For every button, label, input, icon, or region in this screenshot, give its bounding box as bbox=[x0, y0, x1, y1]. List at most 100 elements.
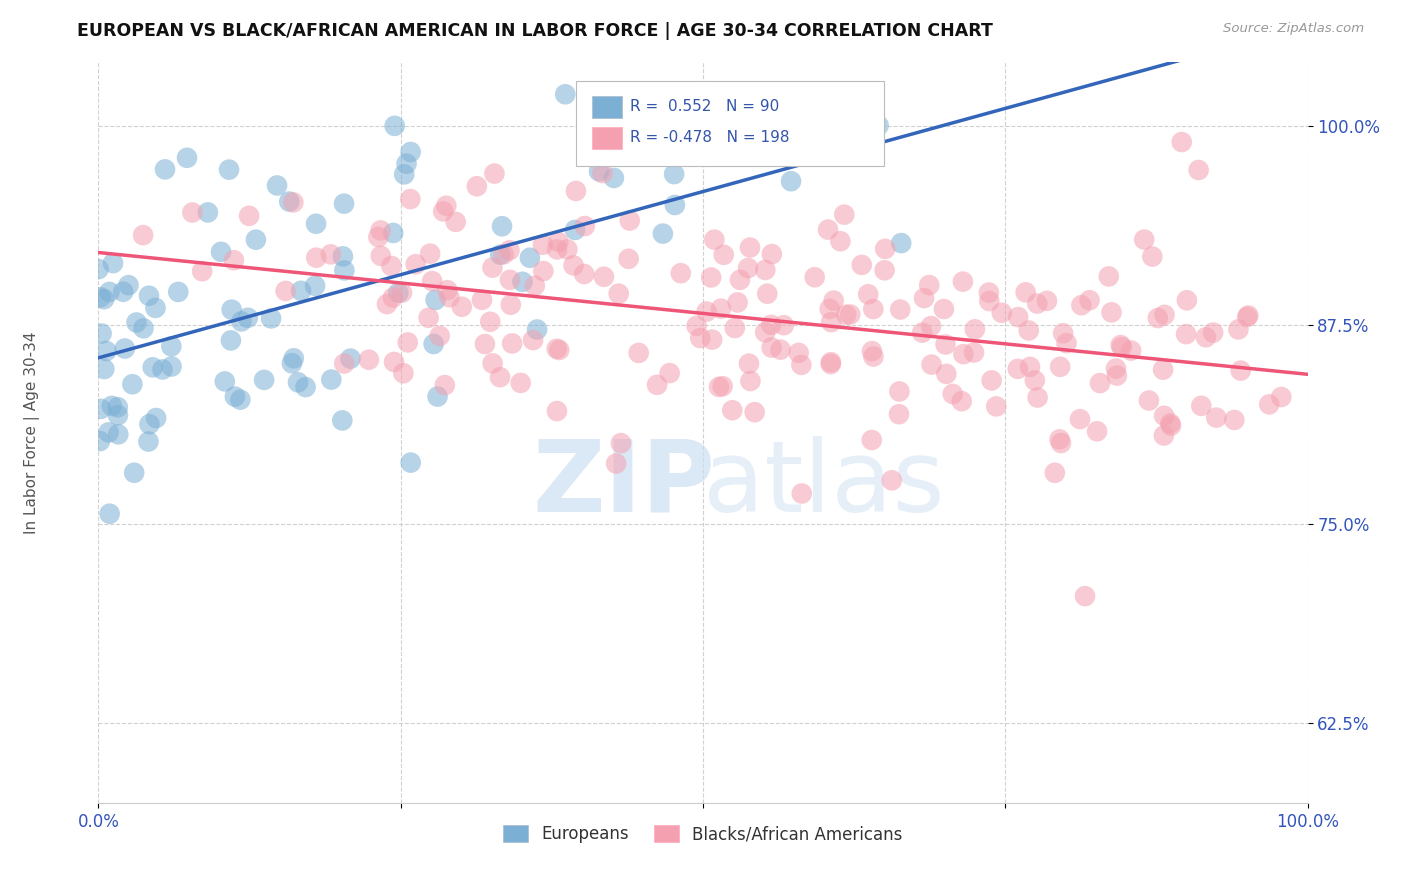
Point bbox=[658, 366, 681, 380]
Point bbox=[1202, 326, 1225, 340]
Point bbox=[426, 390, 449, 404]
Point bbox=[979, 293, 1001, 308]
Point bbox=[305, 217, 328, 231]
Point bbox=[97, 425, 120, 440]
Point bbox=[1105, 368, 1128, 383]
Point bbox=[107, 427, 129, 442]
Point bbox=[1019, 359, 1042, 374]
Point bbox=[986, 400, 1008, 414]
Point bbox=[519, 251, 541, 265]
Point bbox=[444, 215, 467, 229]
Point bbox=[547, 235, 569, 249]
Point bbox=[219, 334, 242, 348]
Point bbox=[839, 308, 862, 322]
Point bbox=[818, 301, 841, 316]
Point bbox=[290, 284, 312, 298]
Point bbox=[911, 326, 934, 340]
Point bbox=[574, 219, 596, 233]
Point bbox=[1170, 135, 1192, 149]
Point bbox=[357, 352, 380, 367]
Point bbox=[333, 196, 356, 211]
Point bbox=[425, 293, 447, 307]
Point bbox=[176, 151, 198, 165]
Point bbox=[1085, 424, 1108, 438]
Point bbox=[889, 384, 911, 399]
Point bbox=[96, 344, 118, 359]
Point bbox=[952, 275, 974, 289]
Point bbox=[522, 333, 544, 347]
Point bbox=[420, 274, 443, 288]
Point bbox=[664, 198, 686, 212]
Point bbox=[294, 380, 316, 394]
Point bbox=[531, 237, 554, 252]
Point bbox=[942, 387, 965, 401]
Point bbox=[721, 403, 744, 417]
Text: atlas: atlas bbox=[703, 436, 945, 533]
Point bbox=[98, 507, 121, 521]
Point bbox=[152, 362, 174, 376]
Point bbox=[889, 302, 911, 317]
Point bbox=[803, 270, 825, 285]
Point bbox=[696, 304, 718, 318]
Point bbox=[93, 362, 115, 376]
Point bbox=[1052, 326, 1074, 341]
Point bbox=[756, 286, 779, 301]
Point bbox=[370, 223, 392, 237]
Point bbox=[107, 401, 129, 415]
Point bbox=[236, 310, 259, 325]
Point bbox=[512, 275, 534, 289]
Point bbox=[800, 148, 823, 162]
Point bbox=[738, 240, 761, 254]
Point bbox=[1007, 362, 1029, 376]
Point bbox=[1070, 298, 1092, 312]
Point bbox=[450, 300, 472, 314]
Point bbox=[281, 356, 304, 370]
Point bbox=[1119, 343, 1142, 358]
Point bbox=[222, 253, 245, 268]
Point bbox=[728, 273, 751, 287]
Point bbox=[1237, 309, 1260, 323]
Point bbox=[605, 457, 627, 471]
Point bbox=[321, 373, 343, 387]
Point bbox=[1049, 433, 1071, 447]
Point bbox=[278, 194, 301, 209]
Point bbox=[93, 292, 115, 306]
Point bbox=[737, 261, 759, 276]
Point bbox=[509, 376, 531, 390]
Point bbox=[90, 326, 112, 341]
Point bbox=[963, 345, 986, 359]
Point bbox=[501, 336, 523, 351]
Point bbox=[700, 270, 723, 285]
Point bbox=[121, 377, 143, 392]
Point bbox=[260, 311, 283, 326]
Point bbox=[1074, 589, 1097, 603]
Point bbox=[481, 260, 503, 275]
Point bbox=[562, 259, 585, 273]
Point bbox=[399, 192, 422, 206]
Point bbox=[245, 233, 267, 247]
Point bbox=[710, 301, 733, 316]
Point bbox=[125, 316, 148, 330]
Point bbox=[1026, 391, 1049, 405]
Point bbox=[122, 466, 145, 480]
Point bbox=[627, 346, 650, 360]
Text: EUROPEAN VS BLACK/AFRICAN AMERICAN IN LABOR FORCE | AGE 30-34 CORRELATION CHART: EUROPEAN VS BLACK/AFRICAN AMERICAN IN LA… bbox=[77, 22, 993, 40]
Point bbox=[1088, 376, 1111, 390]
Point bbox=[1188, 163, 1211, 178]
Point bbox=[138, 289, 160, 303]
Point bbox=[830, 234, 852, 248]
Point bbox=[823, 293, 845, 308]
Point bbox=[565, 184, 588, 198]
Point bbox=[1098, 269, 1121, 284]
Point bbox=[713, 248, 735, 262]
Point bbox=[101, 256, 124, 270]
Point bbox=[209, 244, 232, 259]
Point bbox=[1014, 285, 1036, 300]
Point bbox=[603, 170, 626, 185]
Point bbox=[780, 174, 803, 188]
Point bbox=[1227, 322, 1250, 336]
Point bbox=[1078, 293, 1101, 308]
Point bbox=[1024, 373, 1046, 387]
Point bbox=[1105, 361, 1128, 376]
Text: Source: ZipAtlas.com: Source: ZipAtlas.com bbox=[1223, 22, 1364, 36]
